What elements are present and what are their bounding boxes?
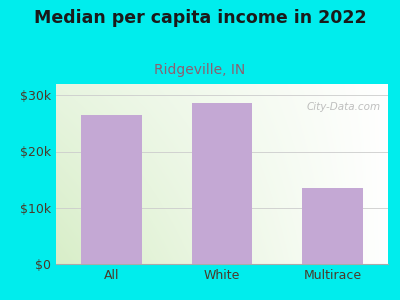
Text: Ridgeville, IN: Ridgeville, IN: [154, 63, 246, 77]
Bar: [192, 103, 252, 264]
Bar: [81, 115, 142, 264]
Text: City-Data.com: City-Data.com: [307, 101, 381, 112]
Text: Median per capita income in 2022: Median per capita income in 2022: [34, 9, 366, 27]
Bar: [302, 188, 363, 264]
